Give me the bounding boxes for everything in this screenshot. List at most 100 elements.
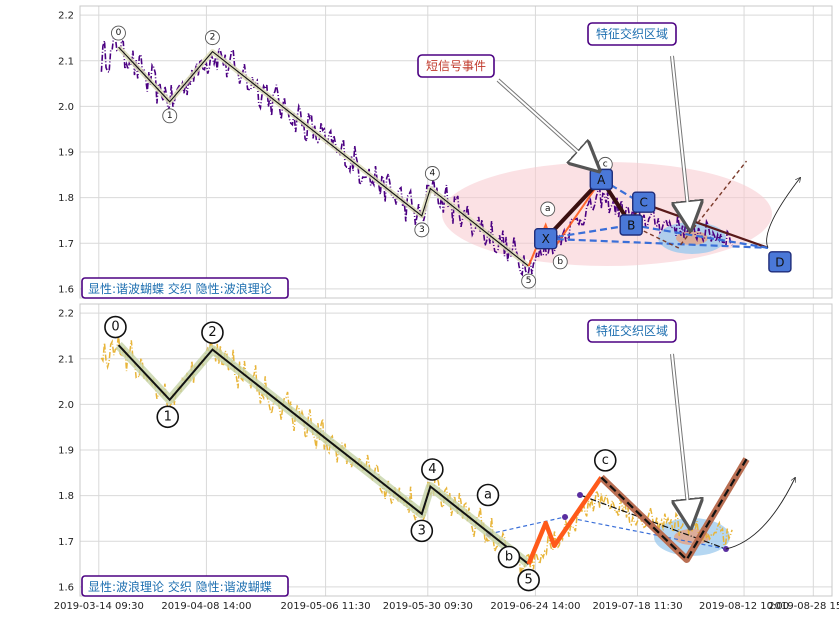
top-wave-labels: 0 1 2 3 4 5 a b c (111, 25, 613, 289)
top-annotations: 短信号事件 特征交织区域 (417, 22, 690, 226)
wave-label-c: c (593, 449, 617, 472)
y-tick-label: 1.7 (58, 537, 74, 548)
wave-label-4: 4 (424, 166, 440, 181)
wave-label-circle (414, 222, 430, 238)
feature-zone-box (587, 319, 677, 343)
top-legend: 显性:谐波蝴蝶 交织 隐性:波浪理论 (81, 277, 289, 299)
harmonic-bd-dashed (631, 223, 769, 249)
wave-label-circle (421, 458, 444, 481)
wave-label-1: 1 (156, 405, 180, 429)
x-tick-label: 2019-07-18 11:30 (592, 601, 682, 612)
y-tick-label: 2.2 (58, 309, 74, 320)
wave-label-circle (517, 568, 540, 592)
feature-zone-callout: 特征交织区域 (587, 319, 677, 343)
wave-label-circle (521, 273, 537, 289)
bottom-y-ticks: 2.2 2.1 2.0 1.9 1.8 1.7 1.6 (58, 309, 74, 594)
y-tick-label: 1.6 (58, 582, 74, 593)
wave-label-circle (104, 315, 127, 339)
bottom-annotations: 特征交织区域 (587, 319, 691, 525)
top-panel: 2.2 2.1 2.0 1.9 1.8 1.7 1.6 0 1 2 3 4 5 a b c X A BC D 短信… (58, 5, 833, 299)
harmonic-xd-dashed (545, 237, 768, 249)
wave-label-text: 5 (524, 573, 532, 588)
harmonic-point-text: D (775, 255, 784, 269)
wave-impulse-line (117, 344, 530, 565)
wave-label-1: 1 (162, 108, 178, 124)
short-signal-callout: 短信号事件 (417, 54, 495, 78)
wave-label-circle (593, 449, 617, 472)
wave-label-0: 0 (104, 315, 127, 339)
bottom-wave-labels: 0 1 2 3 4 5 a b c (104, 315, 617, 592)
hidden-harmonic-point (577, 492, 583, 498)
wave-label-text: 0 (116, 28, 122, 38)
projection-zigzag (630, 160, 748, 249)
wave-label-text: c (602, 453, 609, 468)
short-signal-arrow-inner (497, 79, 597, 169)
top-legend-box (81, 277, 289, 299)
y-tick-label: 1.9 (58, 148, 74, 159)
wave-label-circle (552, 254, 568, 270)
wave-label-text: a (545, 204, 551, 214)
wave-label-a: a (476, 483, 500, 507)
y-tick-label: 1.8 (58, 491, 74, 502)
x-tick-label: 2019-05-06 11:30 (281, 601, 371, 612)
wave-label-0: 0 (111, 25, 126, 41)
harmonic-point-box (534, 227, 558, 250)
y-tick-label: 2.2 (58, 11, 74, 22)
x-tick-label: 2019-03-14 09:30 (54, 601, 144, 612)
bottom-wave-overlay (115, 342, 750, 568)
wave-label-circle (201, 321, 224, 344)
feature-zone-arrow-inner (671, 353, 691, 525)
x-tick-label: 2019-04-08 14:00 (161, 601, 251, 612)
harmonic-point-text: B (627, 219, 635, 233)
wave-label-text: 5 (526, 276, 532, 286)
wave-label-text: 3 (418, 523, 426, 538)
feature-zone-text: 特征交织区域 (596, 323, 668, 338)
wave-label-circle (476, 483, 500, 507)
wave-label-circle (497, 545, 521, 569)
wave-label-3: 3 (410, 519, 434, 543)
wave-label-text: 1 (167, 111, 173, 121)
wave-label-circle (540, 201, 556, 217)
wave-impulse-line (118, 46, 529, 267)
top-grid (80, 6, 832, 298)
wave-label-text: b (505, 550, 513, 565)
wave-label-text: 0 (111, 320, 119, 335)
harmonic-point-text: X (542, 232, 550, 246)
wave-abc-line (526, 476, 604, 565)
projection-arrow (766, 178, 800, 248)
wave-label-text: 1 (164, 409, 172, 424)
wave-label-2: 2 (205, 30, 220, 46)
correction-dashed (600, 458, 748, 562)
wave-label-text: b (557, 257, 563, 267)
y-tick-label: 2.0 (58, 102, 74, 113)
wave-label-5: 5 (521, 273, 537, 289)
harmonic-point-box (632, 191, 656, 213)
wave-label-circle (111, 25, 126, 41)
bottom-legend-text: 显性:波浪理论 交织 隐性:谐波蝴蝶 (88, 579, 272, 594)
wave-label-circle (410, 519, 434, 543)
harmonic-xb-dashed (545, 223, 632, 240)
wave-label-b: b (497, 545, 521, 569)
wave-label-text: 4 (429, 169, 435, 179)
wave-label-text: a (484, 488, 492, 503)
wave-label-text: c (603, 159, 608, 169)
harmonic-point-B: B (619, 214, 643, 236)
x-tick-label: 2019-08-28 15:00 (768, 601, 839, 612)
bottom-grid (80, 304, 832, 596)
bottom-legend: 显性:波浪理论 交织 隐性:谐波蝴蝶 (81, 575, 289, 597)
wave-label-circle (424, 166, 440, 181)
wave-impulse-band (115, 342, 532, 568)
projection-arrow (725, 478, 795, 550)
wave-label-circle (162, 108, 178, 124)
harmonic-point-X: X (534, 227, 558, 250)
short-signal-box (417, 54, 495, 78)
feature-zone-text: 特征交织区域 (596, 26, 668, 41)
wave-label-circle (205, 30, 220, 46)
top-legend-text: 显性:谐波蝴蝶 交织 隐性:波浪理论 (88, 281, 272, 296)
x-axis: 2019-03-14 09:30 2019-04-08 14:00 2019-05-… (54, 601, 839, 612)
harmonic-point-A: A (589, 168, 613, 191)
y-tick-label: 2.1 (58, 354, 74, 365)
x-tick-label: 2019-06-24 14:00 (490, 601, 580, 612)
feature-zone-box (587, 22, 677, 46)
